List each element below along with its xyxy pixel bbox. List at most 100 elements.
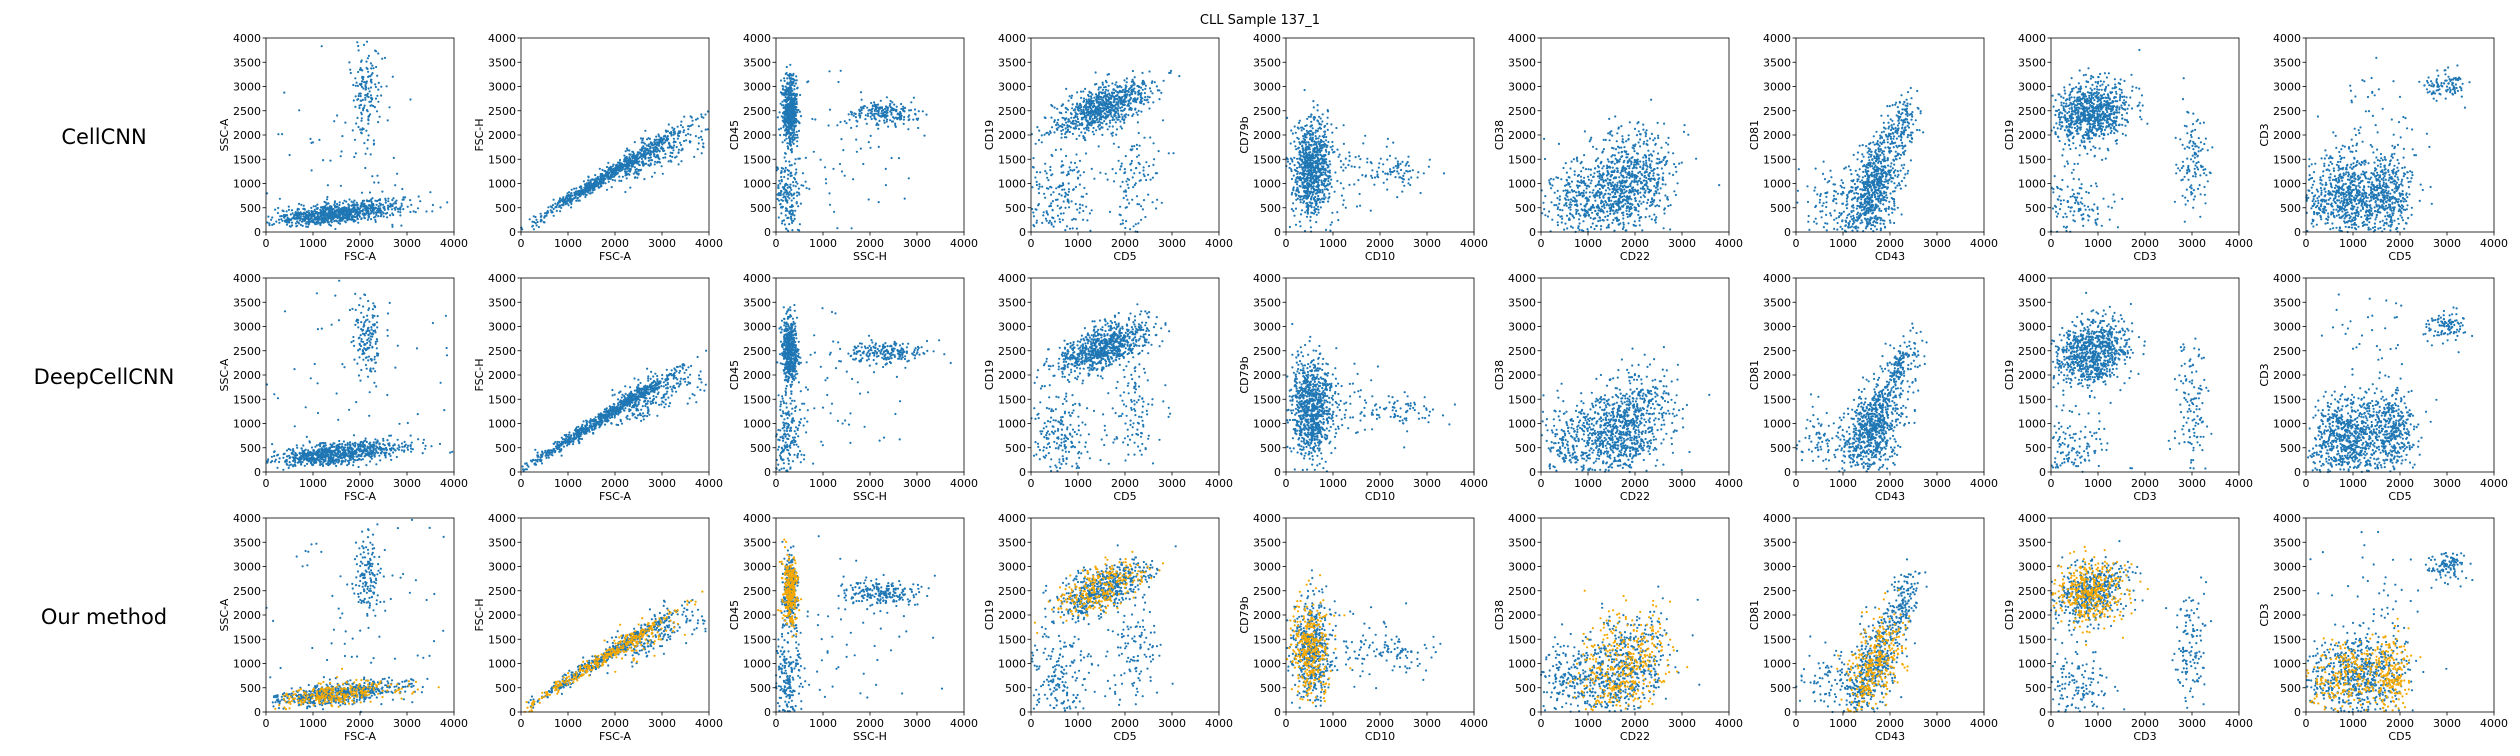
data-point [599, 175, 602, 178]
data-point [669, 159, 672, 162]
data-point [788, 135, 791, 138]
y-tick-label: 2000 [488, 129, 516, 142]
scatter-points [1285, 88, 1446, 233]
data-point [921, 110, 924, 113]
data-point [359, 83, 363, 86]
data-point [688, 141, 692, 144]
data-point [643, 149, 647, 153]
data-point [386, 204, 390, 207]
data-point [606, 176, 609, 179]
scatter-points [1030, 69, 1181, 233]
row-label: Our method [41, 605, 167, 629]
data-point [1336, 211, 1339, 214]
data-point [374, 211, 377, 214]
data-point [789, 205, 792, 208]
data-point [1099, 171, 1102, 174]
data-point [1315, 161, 1318, 164]
data-point [1308, 201, 1311, 204]
data-point [636, 151, 639, 154]
data-point [1093, 96, 1096, 99]
data-point [790, 77, 793, 80]
data-point [1342, 124, 1345, 127]
data-point [302, 211, 305, 214]
data-point [645, 162, 648, 165]
data-point [1141, 71, 1144, 74]
data-point [271, 216, 274, 219]
data-point [807, 80, 810, 83]
data-point [271, 223, 274, 226]
data-point [560, 206, 563, 209]
data-point [647, 149, 651, 152]
data-point [1090, 112, 1093, 115]
data-point [1090, 115, 1093, 118]
data-point [1151, 201, 1154, 204]
data-point [1084, 152, 1088, 155]
data-point [1317, 181, 1320, 184]
data-point [1309, 115, 1312, 118]
data-point [791, 212, 794, 215]
data-point [1114, 121, 1117, 124]
x-tick-label: 3000 [648, 237, 676, 250]
data-point [385, 85, 388, 88]
data-point [1064, 229, 1067, 232]
data-point [1094, 98, 1097, 101]
data-point [1326, 144, 1329, 147]
data-point [1098, 102, 1101, 105]
data-point [784, 85, 787, 88]
data-point [1139, 95, 1142, 99]
data-point [573, 193, 577, 197]
data-point [1043, 192, 1046, 195]
data-point [299, 223, 302, 226]
data-point [1067, 193, 1070, 196]
data-point [567, 197, 570, 200]
data-point [1294, 178, 1297, 181]
data-point [363, 104, 366, 107]
data-point [1293, 164, 1296, 167]
data-point [360, 59, 363, 62]
data-point [1087, 129, 1090, 132]
data-point [904, 106, 907, 110]
data-point [796, 136, 799, 139]
data-point [567, 204, 570, 207]
data-point [344, 121, 347, 124]
data-point [1328, 171, 1331, 174]
data-point [785, 91, 788, 95]
data-point [1310, 211, 1313, 214]
data-point [431, 210, 434, 213]
data-point [1306, 179, 1309, 182]
data-point [1157, 150, 1160, 153]
data-point [1134, 92, 1137, 95]
data-point [352, 205, 355, 208]
data-point [1302, 181, 1306, 184]
data-point [791, 128, 794, 131]
data-point [1062, 164, 1065, 167]
data-point [362, 127, 365, 131]
data-point [1133, 76, 1136, 79]
data-point [641, 137, 645, 140]
data-point [798, 157, 801, 160]
data-point [856, 120, 859, 123]
data-point [823, 166, 827, 169]
data-point [1295, 193, 1298, 196]
y-tick-label: 500 [750, 202, 771, 215]
data-point [1035, 180, 1038, 183]
data-point [1035, 219, 1038, 222]
data-point [1108, 119, 1112, 122]
data-point [780, 222, 784, 225]
data-point [917, 117, 920, 120]
data-point [349, 68, 352, 71]
data-point [672, 133, 675, 136]
data-point [1041, 185, 1044, 188]
data-point [540, 214, 543, 218]
data-point [1050, 193, 1053, 196]
data-point [704, 128, 707, 131]
data-point [389, 205, 392, 208]
data-point [1320, 179, 1323, 182]
data-point [1116, 107, 1119, 110]
data-point [1104, 94, 1107, 97]
data-point [784, 120, 787, 123]
data-point [1120, 109, 1123, 112]
data-point [330, 219, 333, 222]
data-point [309, 137, 312, 140]
data-point [364, 84, 367, 87]
